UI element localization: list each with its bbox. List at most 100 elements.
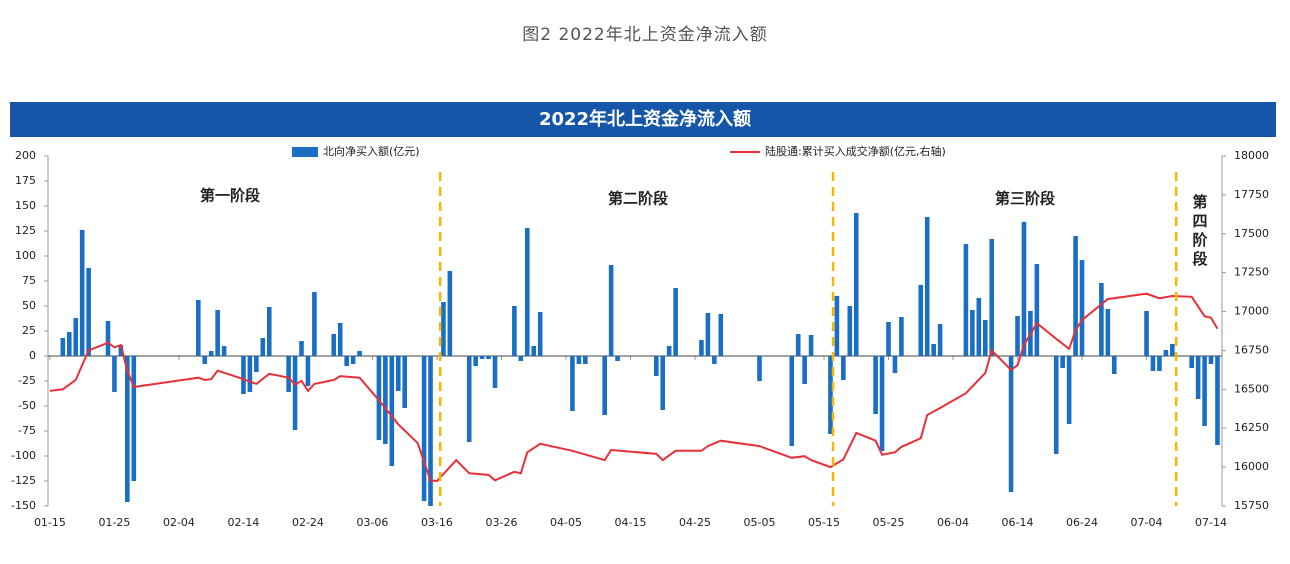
phase-label: 第三阶段 <box>995 190 1055 208</box>
caption: 图2 2022年北上资金净流入额 <box>522 25 767 45</box>
line <box>49 292 1219 483</box>
x-tick-label: 03-26 <box>485 516 517 529</box>
bar <box>1021 222 1027 356</box>
bar <box>834 296 840 356</box>
bar <box>221 346 227 356</box>
bar <box>79 230 85 356</box>
bar <box>1157 356 1162 371</box>
y-tick-label: 125 <box>15 224 36 237</box>
bar <box>1144 311 1149 356</box>
y2-tick-label: 16250 <box>1234 421 1269 434</box>
x-tick-label: 05-15 <box>808 516 840 529</box>
bar <box>1066 356 1072 424</box>
bar <box>757 356 762 381</box>
bar <box>215 310 220 356</box>
y-tick-label: 25 <box>22 324 36 337</box>
bar <box>195 300 201 356</box>
phase-label: 第四阶段 <box>1191 193 1209 270</box>
bar <box>486 356 491 359</box>
bar <box>344 356 349 366</box>
x-tick-label: 06-14 <box>1002 516 1034 529</box>
bar <box>73 318 79 356</box>
bar <box>570 356 575 411</box>
bar <box>802 356 807 384</box>
y2-tick-label: 15750 <box>1234 499 1269 512</box>
bar <box>660 356 666 410</box>
bar <box>1034 264 1040 356</box>
bar <box>615 356 620 361</box>
bar <box>299 341 304 356</box>
bar <box>808 335 814 356</box>
chart-title: 2022年北上资金净流入额 <box>539 108 751 130</box>
bar <box>1189 356 1194 368</box>
x-tick-label: 06-24 <box>1066 516 1098 529</box>
bar <box>473 356 478 366</box>
x-tick-label: 04-25 <box>679 516 711 529</box>
y2-tick-label: 17750 <box>1234 188 1269 201</box>
bar <box>125 356 130 502</box>
x-tick-label: 02-14 <box>227 516 259 529</box>
bar <box>1111 356 1117 374</box>
bar <box>705 313 711 356</box>
bar <box>982 320 988 356</box>
x-tick-label: 07-04 <box>1131 516 1163 529</box>
bar <box>1008 356 1014 492</box>
bar <box>112 356 117 392</box>
bar <box>924 217 930 356</box>
legend-label: 陆股通:累计买入成交净额(亿元,右轴) <box>765 144 946 158</box>
bar <box>524 228 530 356</box>
y-tick-label: -150 <box>11 499 36 512</box>
bar <box>970 310 975 356</box>
bar <box>531 346 537 356</box>
bar <box>247 356 253 392</box>
legend-label: 北向净买入额(亿元) <box>323 144 420 158</box>
y2-tick-label: 16750 <box>1234 343 1269 356</box>
bar <box>1079 260 1085 356</box>
bar <box>886 322 891 356</box>
bar <box>305 356 311 386</box>
bar <box>718 314 724 356</box>
bar <box>60 338 66 356</box>
bar <box>1195 356 1201 399</box>
bar <box>537 312 543 356</box>
bar <box>841 356 846 380</box>
bar <box>1150 356 1156 371</box>
bar <box>337 323 343 356</box>
y-tick-label: 100 <box>15 249 36 262</box>
bar <box>118 345 124 356</box>
bar <box>1053 356 1059 454</box>
bar <box>1202 356 1207 426</box>
phase-label: 第一阶段 <box>200 187 260 205</box>
bar <box>795 334 801 356</box>
x-tick-label: 05-25 <box>873 516 905 529</box>
bar <box>673 288 678 356</box>
bar <box>208 351 214 356</box>
y-tick-label: 0 <box>29 349 36 362</box>
y2-tick-label: 17000 <box>1234 305 1269 318</box>
bar <box>1163 350 1169 356</box>
y-tick-label: 50 <box>22 299 36 312</box>
bar <box>608 265 614 356</box>
bar <box>1105 309 1111 356</box>
bar <box>402 356 408 408</box>
bar <box>441 302 446 356</box>
bar <box>937 324 943 356</box>
y-tick-label: 75 <box>22 274 36 287</box>
bar <box>66 332 72 356</box>
bar <box>105 321 111 356</box>
bar <box>1208 356 1214 364</box>
y-tick-label: -25 <box>18 374 36 387</box>
y2-tick-label: 17500 <box>1234 227 1269 240</box>
x-tick-label: 02-04 <box>163 516 195 529</box>
bar <box>86 268 91 356</box>
bar <box>899 317 904 356</box>
y2-tick-label: 17250 <box>1234 266 1269 279</box>
bar <box>518 356 524 361</box>
y2-tick-label: 16000 <box>1234 460 1269 473</box>
y2-tick-label: 16500 <box>1234 382 1269 395</box>
bar <box>312 292 317 356</box>
x-tick-label: 04-15 <box>615 516 647 529</box>
bar <box>847 306 853 356</box>
